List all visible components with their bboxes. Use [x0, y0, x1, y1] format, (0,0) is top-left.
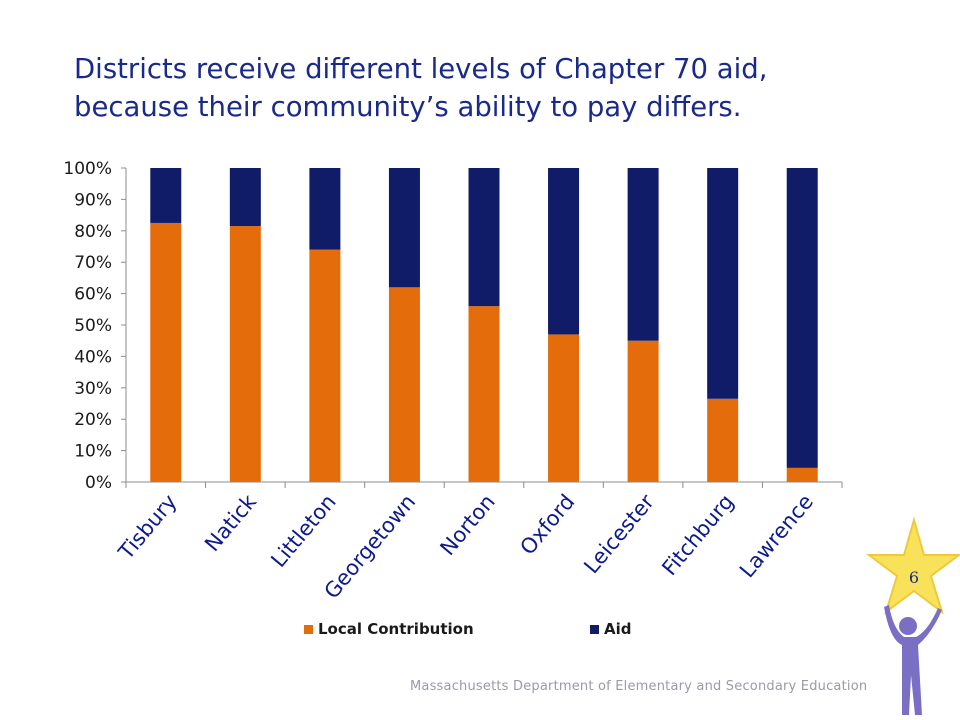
- legend: Local Contribution Aid: [304, 620, 632, 638]
- plot-area: [150, 168, 818, 482]
- x-tick-label-leicester: Leicester: [579, 490, 659, 579]
- bar-local-contribution-lawrence: [786, 467, 818, 482]
- x-tick-label-littleton: Littleton: [266, 490, 340, 572]
- title-line-2: because their community’s ability to pay…: [74, 91, 742, 123]
- bar-aid-georgetown: [388, 168, 420, 288]
- bar-aid-natick: [229, 168, 261, 227]
- y-tick-label: 90%: [74, 190, 112, 210]
- slide-title: Districts receive different levels of Ch…: [74, 50, 894, 126]
- x-tick-label-fitchburg: Fitchburg: [657, 490, 738, 580]
- bar-local-contribution-natick: [229, 226, 261, 482]
- bar-aid-littleton: [309, 168, 341, 250]
- bar-aid-norton: [468, 168, 500, 307]
- page-number: 6: [909, 568, 919, 587]
- bar-local-contribution-leicester: [627, 340, 659, 482]
- bar-local-contribution-georgetown: [388, 287, 420, 482]
- bar-local-contribution-fitchburg: [707, 398, 739, 482]
- y-axis: 0% 10% 20% 30% 40% 50% 60% 70% 80% 90% 100%: [63, 159, 127, 493]
- x-tick-label-tisbury: Tisbury: [113, 490, 181, 565]
- y-tick-label: 60%: [74, 285, 112, 305]
- x-tick-label-natick: Natick: [200, 489, 262, 556]
- x-tick-label-lawrence: Lawrence: [735, 490, 818, 583]
- bar-aid-leicester: [627, 168, 659, 341]
- bar-local-contribution-oxford: [548, 334, 580, 482]
- legend-swatch-aid: [590, 625, 599, 634]
- y-tick-label: 80%: [74, 222, 112, 242]
- bar-aid-oxford: [548, 168, 580, 335]
- y-tick-label: 50%: [74, 316, 112, 336]
- person-figure-icon: [884, 605, 942, 715]
- bar-local-contribution-norton: [468, 306, 500, 482]
- y-tick-label: 70%: [74, 253, 112, 273]
- y-tick-label: 10%: [74, 442, 112, 462]
- title-line-1: Districts receive different levels of Ch…: [74, 53, 768, 85]
- y-tick-label: 30%: [74, 379, 112, 399]
- y-tick-label: 40%: [74, 347, 112, 367]
- y-tick-label: 20%: [74, 410, 112, 430]
- star-icon: [866, 516, 960, 615]
- x-tick-label-norton: Norton: [435, 490, 499, 560]
- y-tick-label: 0%: [85, 473, 112, 493]
- star-person-logo: 6: [866, 516, 960, 715]
- y-tick-label: 100%: [63, 159, 112, 179]
- legend-swatch-local-contribution: [304, 625, 313, 634]
- bar-local-contribution-littleton: [309, 249, 341, 482]
- legend-label-aid: Aid: [604, 620, 632, 638]
- bar-local-contribution-tisbury: [150, 222, 182, 482]
- footer-text: Massachusetts Department of Elementary a…: [410, 679, 868, 694]
- bar-aid-lawrence: [786, 168, 818, 468]
- bar-aid-fitchburg: [707, 168, 739, 399]
- bar-aid-tisbury: [150, 168, 182, 223]
- legend-label-local-contribution: Local Contribution: [318, 620, 474, 638]
- x-tick-label-oxford: Oxford: [515, 490, 579, 560]
